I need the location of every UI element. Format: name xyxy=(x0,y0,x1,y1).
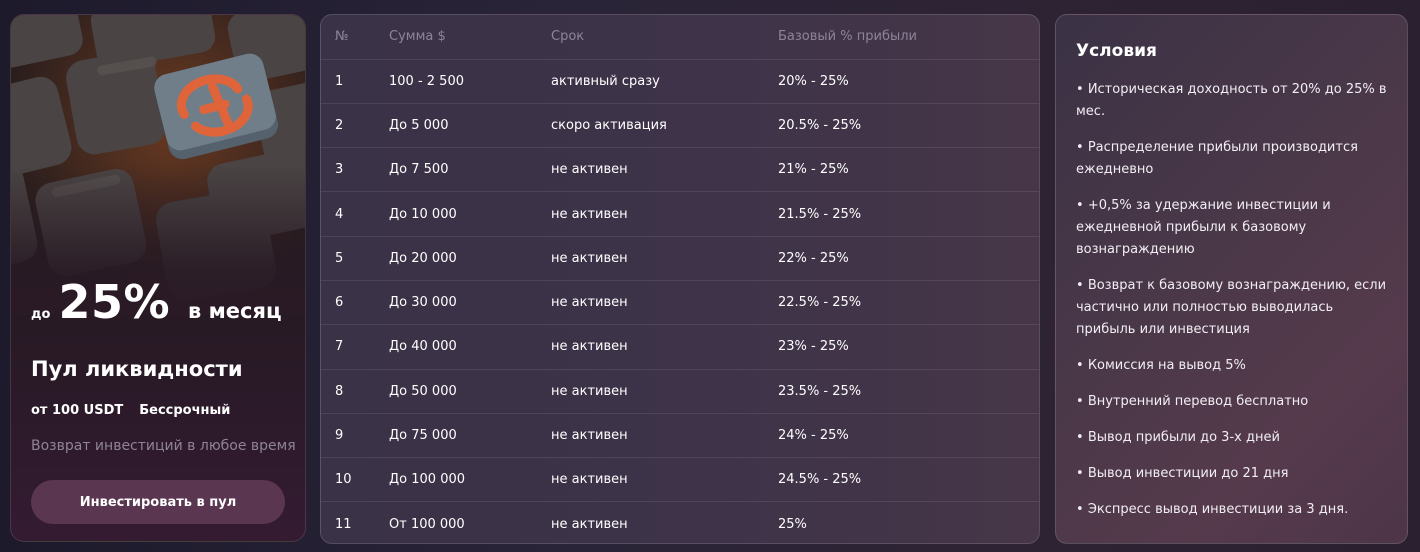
cell-number: 5 xyxy=(321,236,389,281)
cell-term: не активен xyxy=(551,324,778,370)
cell-term: не активен xyxy=(551,457,778,503)
cell-term: не активен xyxy=(551,280,778,326)
cell-number: 3 xyxy=(321,147,389,193)
cell-amount: До 100 000 xyxy=(389,457,551,503)
condition-item: Комиссия на вывод 5% xyxy=(1076,355,1387,377)
condition-item: Историческая доходность от 20% до 25% в … xyxy=(1076,79,1387,123)
cell-number: 10 xyxy=(321,457,389,503)
cell-number: 1 xyxy=(321,59,389,104)
cell-amount: До 10 000 xyxy=(389,191,551,237)
cell-number: 2 xyxy=(321,103,389,149)
condition-item: +0,5% за удержание инвестиции и ежедневн… xyxy=(1076,195,1387,261)
cell-term: не активен xyxy=(551,516,628,532)
cell-number: 6 xyxy=(321,280,389,326)
cell-amount: До 50 000 xyxy=(389,369,551,414)
rate-suffix: в месяц xyxy=(188,299,282,323)
table-row: 6 До 30 000 не активен 22.5% - 25% xyxy=(321,280,1039,326)
rate-headline: до 25% в месяц xyxy=(31,275,282,329)
pool-description: Возврат инвестиций в любое время xyxy=(31,438,296,454)
column-header-amount: Сумма $ xyxy=(389,15,551,60)
table-row: 2 До 5 000 скоро активация 20.5% - 25% xyxy=(321,103,1039,149)
cell-term: скоро активация xyxy=(551,103,778,149)
rate-prefix: до xyxy=(31,307,51,322)
condition-item: Внутренний перевод бесплатно xyxy=(1076,391,1387,413)
cell-amount: 100 - 2 500 xyxy=(389,59,551,104)
column-header-number: № xyxy=(321,15,389,60)
cell-term: не активен xyxy=(551,191,778,237)
table-row: 4 До 10 000 не активен 21.5% - 25% xyxy=(321,191,1039,237)
conditions-list: Историческая доходность от 20% до 25% в … xyxy=(1076,79,1387,521)
pool-term: Бессрочный xyxy=(139,403,231,418)
cell-base-profit: 20% - 25% xyxy=(778,59,1039,104)
invest-in-pool-button[interactable]: Инвестировать в пул xyxy=(31,480,285,524)
cell-base-profit: 22.5% - 25% xyxy=(778,280,1039,326)
cell-term: не активен xyxy=(551,147,778,193)
cell-base-profit: 24% - 25% xyxy=(778,413,1039,459)
conditions-card: Условия Историческая доходность от 20% д… xyxy=(1055,14,1408,544)
cell-amount: До 20 000 xyxy=(389,236,551,281)
conditions-title: Условия xyxy=(1076,41,1157,61)
cell-amount: До 5 000 xyxy=(389,103,551,149)
cell-term: не активен xyxy=(551,236,778,281)
table-row: 1 100 - 2 500 активный сразу 20% - 25% xyxy=(321,59,1039,104)
pool-meta: от 100 USDT Бессрочный xyxy=(31,403,230,418)
table-row: 11 От 100 000 не активен 25% xyxy=(321,502,1039,543)
cell-number: 7 xyxy=(321,324,389,370)
cell-amount: До 75 000 xyxy=(389,413,551,459)
column-header-base-profit: Базовый % прибыли xyxy=(778,15,1039,60)
cell-base-profit: 23% - 25% xyxy=(778,324,1039,370)
table-row: 5 До 20 000 не активен 22% - 25% xyxy=(321,236,1039,281)
table-row: 7 До 40 000 не активен 23% - 25% xyxy=(321,324,1039,370)
cell-number: 9 xyxy=(321,413,389,459)
cell-base-profit: 21.5% - 25% xyxy=(778,191,1039,237)
condition-item: Экспресс вывод инвестиции за 3 дня. xyxy=(1076,499,1387,521)
profit-tiers-table-card: № Сумма $ Срок Базовый % прибыли 1 100 - … xyxy=(320,14,1040,544)
cell-amount: От 100 000 xyxy=(389,516,465,532)
cell-number: 8 xyxy=(321,369,389,414)
table-header-row: № Сумма $ Срок Базовый % прибыли xyxy=(321,15,1039,60)
cell-number: 11 xyxy=(335,516,352,532)
table-row: 8 До 50 000 не активен 23.5% - 25% xyxy=(321,369,1039,414)
liquidity-pool-card: до 25% в месяц Пул ликвидности от 100 US… xyxy=(10,14,306,542)
condition-item: Возврат к базовому вознаграждению, если … xyxy=(1076,275,1387,341)
cell-base-profit: 22% - 25% xyxy=(778,236,1039,281)
column-header-term: Срок xyxy=(551,15,778,60)
cell-amount: До 30 000 xyxy=(389,280,551,326)
cell-base-profit: 20.5% - 25% xyxy=(778,103,1039,149)
cell-base-profit: 25% xyxy=(778,516,807,532)
condition-item: Вывод инвестиции до 21 дня xyxy=(1076,463,1387,485)
condition-item: Вывод прибыли до 3-х дней xyxy=(1076,427,1387,449)
cell-base-profit: 23.5% - 25% xyxy=(778,369,1039,414)
table-row: 3 До 7 500 не активен 21% - 25% xyxy=(321,147,1039,193)
cell-term: активный сразу xyxy=(551,59,778,104)
table-row: 9 До 75 000 не активен 24% - 25% xyxy=(321,413,1039,459)
table-row: 10 До 100 000 не активен 24.5% - 25% xyxy=(321,457,1039,503)
cell-amount: До 7 500 xyxy=(389,147,551,193)
pool-min-amount: от 100 USDT xyxy=(31,403,124,418)
profit-tiers-table: № Сумма $ Срок Базовый % прибыли 1 100 - … xyxy=(321,15,1039,543)
cell-term: не активен xyxy=(551,369,778,414)
pool-title: Пул ликвидности xyxy=(31,357,243,381)
cell-base-profit: 24.5% - 25% xyxy=(778,457,1039,503)
condition-item: Распределение прибыли производится ежедн… xyxy=(1076,137,1387,181)
cell-term: не активен xyxy=(551,413,778,459)
cell-base-profit: 21% - 25% xyxy=(778,147,1039,193)
cell-amount: До 40 000 xyxy=(389,324,551,370)
rate-value: 25% xyxy=(58,275,171,329)
cell-number: 4 xyxy=(321,191,389,237)
